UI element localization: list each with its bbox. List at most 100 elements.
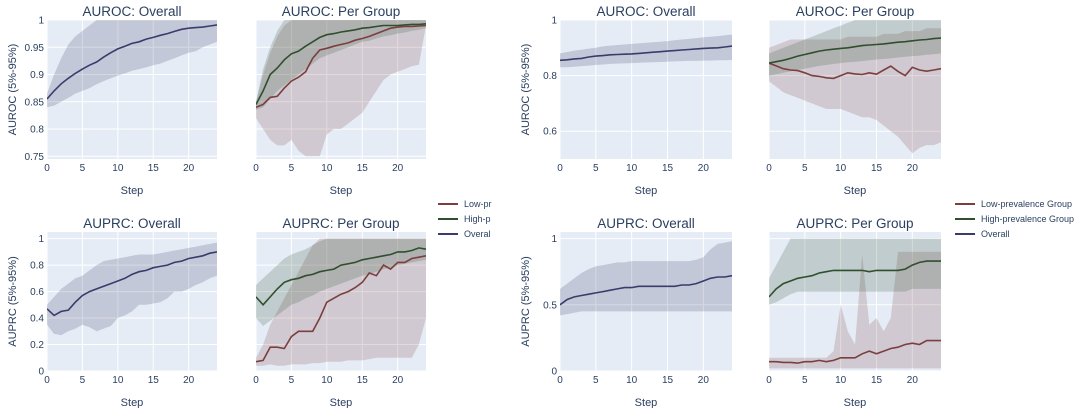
x-tick-label: 5 xyxy=(593,163,599,174)
x-tick-label: 10 xyxy=(112,375,124,386)
confidence-band-overall xyxy=(47,20,217,108)
x-tick-label: 5 xyxy=(80,163,86,174)
y-tick-label: 0.6 xyxy=(30,287,44,298)
chart-title: AUPRC: Overall xyxy=(83,216,181,231)
y-tick-label: 0.4 xyxy=(30,314,44,325)
x-tick-label: 20 xyxy=(698,375,710,386)
x-tick-label: 15 xyxy=(662,163,674,174)
x-axis-label: Step xyxy=(635,397,658,408)
confidence-band-low xyxy=(769,28,941,154)
chart-panel: 0 5 10 15 20 0.75 0.8 0.85 0.9 0.95 1 AUROC: Overal… xyxy=(7,4,217,197)
x-tick-label: 10 xyxy=(626,163,638,174)
x-tick-label: 20 xyxy=(392,163,404,174)
y-tick-label: 0.8 xyxy=(543,71,557,82)
x-tick-label: 15 xyxy=(662,375,674,386)
chart-title: AUROC: Overall xyxy=(82,4,181,19)
chart-title: AUROC: Per Group xyxy=(282,4,401,19)
x-axis-label: Step xyxy=(635,185,658,197)
y-tick-label: 0.5 xyxy=(543,300,557,311)
confidence-band-high xyxy=(256,20,426,110)
chart-title: AUPRC: Per Group xyxy=(796,216,913,231)
plot-area xyxy=(769,20,941,154)
series-line-high xyxy=(256,247,426,306)
x-tick-label: 15 xyxy=(357,375,369,386)
plot-area xyxy=(47,20,217,108)
x-tick-label: 5 xyxy=(802,375,808,386)
x-tick-label: 0 xyxy=(253,163,259,174)
x-tick-label: 5 xyxy=(802,163,808,174)
chart-panel: 0 5 10 15 20 0 0.5 1 AUPRC: Overall Step AUPRC (5%… xyxy=(520,216,732,408)
chart-panel: 0 5 10 15 20 AUPRC: Per Group Step xyxy=(253,216,426,408)
y-tick-label: 0.85 xyxy=(25,97,45,108)
confidence-band-high xyxy=(769,238,941,305)
x-tick-label: 0 xyxy=(253,375,259,386)
x-tick-label: 5 xyxy=(289,375,295,386)
x-tick-label: 5 xyxy=(289,163,295,174)
chart-panel: 0 5 10 15 20 AUPRC: Per Group Step xyxy=(766,216,941,408)
x-tick-label: 0 xyxy=(557,163,563,174)
x-tick-label: 15 xyxy=(871,375,883,386)
confidence-band-high xyxy=(256,238,426,326)
y-tick-label: 1 xyxy=(38,16,44,27)
x-tick-label: 0 xyxy=(557,375,563,386)
x-tick-label: 15 xyxy=(871,163,883,174)
chart-title: AUPRC: Overall xyxy=(597,216,695,231)
y-tick-label: 0 xyxy=(551,367,557,378)
x-axis-label: Step xyxy=(330,397,353,408)
y-tick-label: 0.8 xyxy=(30,125,44,136)
series-line-overall xyxy=(560,274,732,306)
series-line-overall xyxy=(560,45,732,62)
chart-panel: 0 5 10 15 20 0.6 0.8 1 AUROC: Overall Step AUROC (… xyxy=(520,4,732,197)
legend: Low-pr High-p Overal xyxy=(438,199,492,239)
series-line-low xyxy=(769,339,941,364)
chart-title: AUROC: Per Group xyxy=(796,4,915,19)
x-tick-label: 15 xyxy=(148,163,160,174)
y-tick-label: 0.75 xyxy=(25,152,45,163)
legend-label: Low-pr xyxy=(464,199,492,209)
legend: Low-prevalence Group High-prevalence Grou… xyxy=(955,199,1074,239)
x-axis-label: Step xyxy=(844,397,867,408)
x-tick-label: 20 xyxy=(183,375,195,386)
x-tick-label: 15 xyxy=(148,375,160,386)
confidence-band-overall xyxy=(560,241,732,316)
series-line-high xyxy=(769,37,941,64)
legend-label: High-prevalence Group xyxy=(981,214,1074,224)
x-tick-label: 0 xyxy=(766,375,772,386)
x-tick-label: 10 xyxy=(321,375,333,386)
legend-label: Overall xyxy=(981,229,1010,239)
x-tick-label: 20 xyxy=(183,163,195,174)
x-tick-label: 20 xyxy=(698,163,710,174)
x-tick-label: 10 xyxy=(112,163,124,174)
series-line-high xyxy=(769,260,941,298)
x-tick-label: 0 xyxy=(766,163,772,174)
y-axis-label: AUROC (5%-95%) xyxy=(520,44,532,136)
series-line-high xyxy=(256,23,426,105)
x-axis-label: Step xyxy=(121,185,144,197)
legend-label: Overal xyxy=(464,229,491,239)
y-tick-label: 0.9 xyxy=(30,70,44,81)
x-tick-label: 20 xyxy=(907,375,919,386)
y-axis-label: AUPRC (5%-95%) xyxy=(520,256,532,346)
y-tick-label: 0 xyxy=(38,367,44,378)
y-tick-label: 1 xyxy=(551,234,557,245)
x-tick-label: 5 xyxy=(593,375,599,386)
series-line-low xyxy=(769,62,941,80)
plot-area xyxy=(560,34,732,68)
chart-panel: 0 5 10 15 20 AUROC: Per Group Step xyxy=(766,4,941,197)
plot-area xyxy=(256,238,426,366)
confidence-band-overall xyxy=(47,242,217,336)
x-tick-label: 10 xyxy=(835,163,847,174)
confidence-band-high xyxy=(769,20,941,76)
plot-area xyxy=(769,238,941,369)
series-line-low xyxy=(256,24,426,108)
legend-label: Low-prevalence Group xyxy=(981,199,1072,209)
series-line-overall xyxy=(47,24,217,100)
y-tick-label: 1 xyxy=(551,16,557,27)
y-axis-label: AUPRC (5%-95%) xyxy=(7,256,19,346)
x-tick-label: 20 xyxy=(392,375,404,386)
y-axis-label: AUROC (5%-95%) xyxy=(7,44,19,136)
plot-area xyxy=(560,241,732,316)
plot-area xyxy=(47,242,217,336)
series-line-low xyxy=(256,255,426,363)
